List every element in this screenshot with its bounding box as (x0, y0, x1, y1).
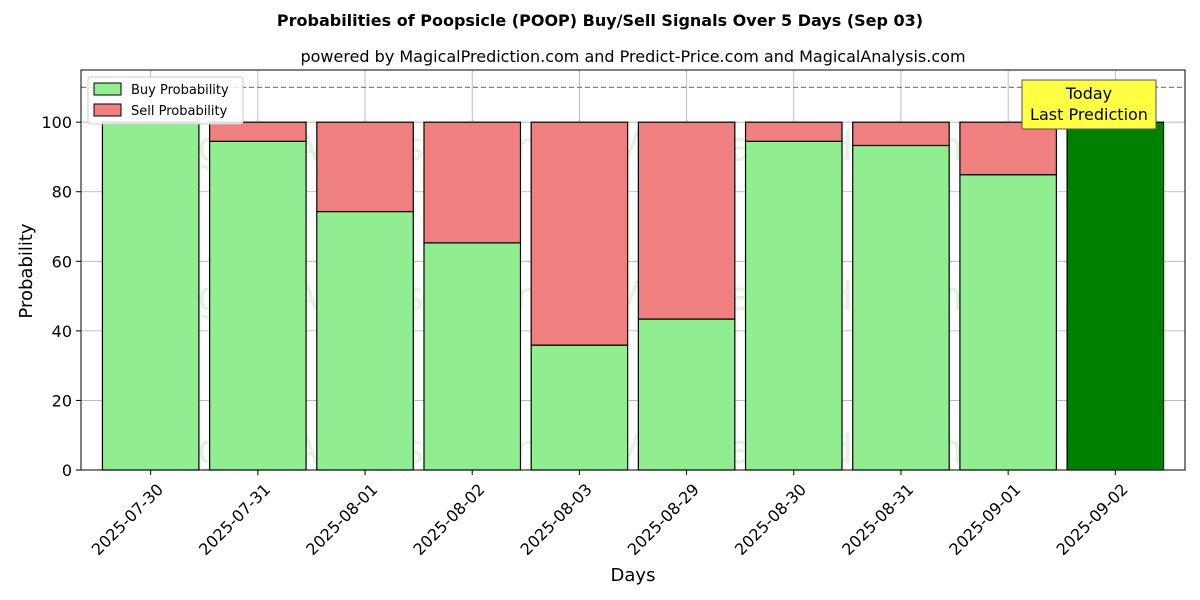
x-tick-label: 2025-07-31 (195, 480, 274, 559)
bar-buy-2025-08-01 (316, 210, 414, 471)
bar-buy-2025-08-30 (744, 140, 843, 471)
bar-buy-2025-08-02 (423, 242, 522, 471)
annotation-line-2: Last Prediction (1030, 105, 1148, 124)
legend-label-buy: Buy Probability (131, 83, 229, 98)
bar-sell-2025-08-31 (852, 121, 950, 147)
x-tick-label: 2025-08-29 (624, 480, 703, 559)
bar-buy-2025-08-29 (637, 318, 736, 471)
today-annotation: Today Last Prediction (1021, 79, 1157, 130)
bar-buy-2025-09-01 (959, 174, 1057, 471)
x-axis-ticks: 2025-07-30 2025-07-31 2025-08-01 2025-08-02… (88, 470, 1132, 559)
x-tick-label: 2025-09-02 (1052, 480, 1131, 559)
y-axis-label: Probability (16, 223, 37, 318)
y-tick-label: 40 (52, 322, 72, 341)
y-axis-ticks: 0 20 40 60 80 100 (41, 113, 81, 480)
x-tick-label: 2025-07-30 (88, 480, 167, 559)
x-tick-label: 2025-08-02 (409, 480, 488, 559)
chart-subtitle: powered by MagicalPrediction.com and Pre… (300, 47, 965, 66)
y-tick-label: 100 (41, 113, 72, 132)
x-axis-label: Days (611, 565, 656, 586)
bar-sell-2025-08-02 (423, 121, 522, 244)
x-tick-label: 2025-08-30 (731, 480, 810, 559)
y-tick-label: 0 (62, 461, 72, 480)
bar-sell-2025-08-01 (316, 121, 414, 213)
bar-buy-2025-09-02 (1066, 121, 1165, 471)
plot-frame (80, 69, 1186, 471)
x-tick-label: 2025-08-03 (517, 480, 596, 559)
legend-swatch-buy (93, 82, 122, 96)
chart-title: Probabilities of Poopsicle (POOP) Buy/Se… (277, 11, 923, 30)
bar-buy-2025-08-03 (530, 344, 629, 471)
bars (101, 121, 1165, 471)
bar-sell-2025-08-03 (530, 121, 629, 346)
legend: Buy Probability Sell Probability (87, 76, 244, 125)
legend-swatch-sell (93, 103, 122, 117)
bar-buy-2025-07-31 (209, 140, 307, 471)
y-tick-label: 20 (52, 391, 72, 410)
annotation-box (1021, 79, 1157, 130)
y-tick-label: 80 (52, 183, 72, 202)
legend-box (87, 76, 244, 125)
x-tick-label: 2025-09-01 (945, 480, 1024, 559)
bar-buy-2025-08-31 (852, 144, 950, 471)
bar-sell-2025-09-01 (959, 121, 1057, 176)
bar-sell-2025-08-30 (744, 121, 843, 142)
x-tick-label: 2025-08-31 (838, 480, 917, 559)
legend-label-sell: Sell Probability (131, 104, 228, 119)
x-tick-label: 2025-08-01 (302, 480, 381, 559)
bar-buy-2025-07-30 (101, 121, 200, 471)
annotation-line-1: Today (1065, 84, 1112, 103)
y-tick-label: 60 (52, 252, 72, 271)
bar-sell-2025-08-29 (637, 121, 736, 320)
bar-sell-2025-07-31 (209, 121, 307, 142)
